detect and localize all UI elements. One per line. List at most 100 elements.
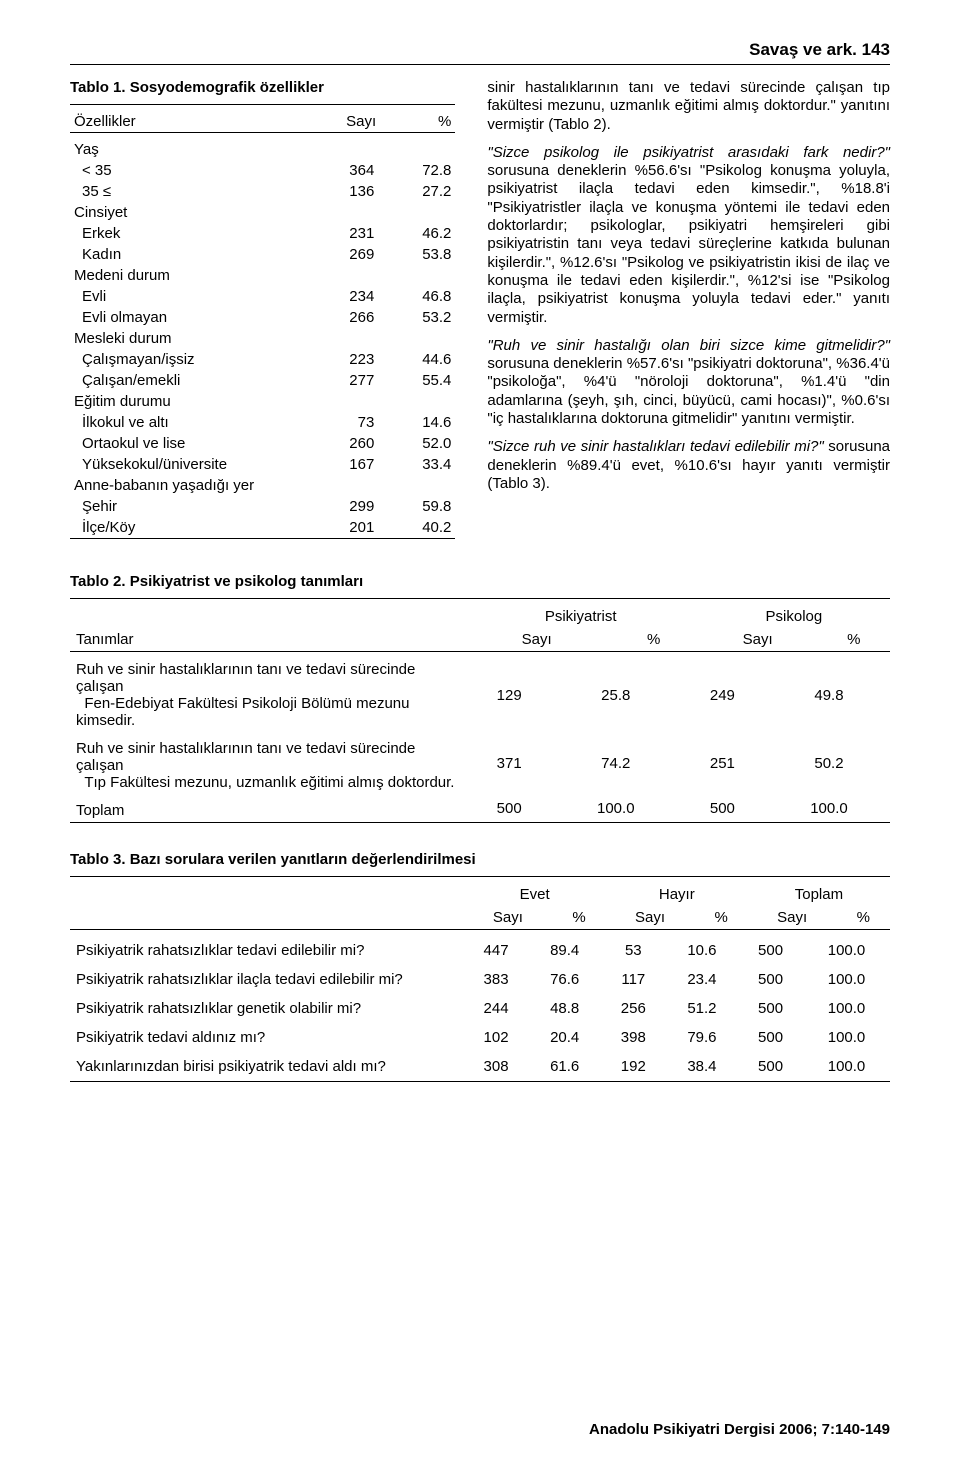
table-row: Ortaokul ve lise26052.0 bbox=[70, 433, 455, 454]
paragraph-4: "Sizce ruh ve sinir hastalıkları tedavi … bbox=[487, 438, 890, 493]
table1-row-label: < 35 bbox=[70, 160, 317, 181]
table2-col-sayi-2: Sayı bbox=[698, 628, 818, 651]
table3-row-value: 100.0 bbox=[803, 1023, 890, 1052]
table3-row-value: 383 bbox=[464, 965, 529, 994]
table1-row-pct: 14.6 bbox=[398, 412, 455, 433]
table1-group-label: Mesleki durum bbox=[70, 328, 455, 349]
table-row: Çalışan/emekli27755.4 bbox=[70, 370, 455, 391]
table-row: Erkek23146.2 bbox=[70, 223, 455, 244]
table3-row-value: 53 bbox=[601, 936, 666, 965]
table-row: İlkokul ve altı7314.6 bbox=[70, 412, 455, 433]
table1-row-sayi: 73 bbox=[317, 412, 398, 433]
table3-rule-mid bbox=[70, 929, 890, 930]
table1-row-sayi: 234 bbox=[317, 286, 398, 307]
table3-row-question: Psikiyatrik rahatsızlıklar ilaçla tedavi… bbox=[70, 965, 464, 994]
table3: Evet Hayır Toplam Sayı % Sayı % Sayı % bbox=[70, 883, 890, 929]
table1-row-sayi: 277 bbox=[317, 370, 398, 391]
table1-row-label: Yüksekokul/üniversite bbox=[70, 454, 317, 475]
table1-group-label: Medeni durum bbox=[70, 265, 455, 286]
table1-row-label: Çalışan/emekli bbox=[70, 370, 317, 391]
table1-row-label: 35 ≤ bbox=[70, 181, 317, 202]
table3-head-evet: Evet bbox=[464, 883, 606, 906]
table3-block: Tablo 3. Bazı sorulara verilen yanıtları… bbox=[70, 851, 890, 1082]
paragraph-3-rest: sorusuna deneklerin %57.6'sı "psikiyatri… bbox=[487, 355, 890, 427]
paragraph-3-question: "Ruh ve sinir hastalığı olan biri sizce … bbox=[487, 337, 890, 354]
table3-col-sayi-2: Sayı bbox=[606, 906, 695, 929]
table1-rule-mid bbox=[70, 132, 455, 133]
paragraph-4-question: "Sizce ruh ve sinir hastalıkları tedavi … bbox=[487, 438, 823, 455]
table-row: < 3536472.8 bbox=[70, 160, 455, 181]
table3-row-value: 23.4 bbox=[666, 965, 738, 994]
table3-row-value: 100.0 bbox=[803, 936, 890, 965]
table2-rule-top bbox=[70, 598, 890, 599]
table1-group-header: Cinsiyet bbox=[70, 202, 455, 223]
table3-row-value: 500 bbox=[738, 994, 803, 1023]
table3-row-question: Yakınlarınızdan birisi psikiyatrik tedav… bbox=[70, 1052, 464, 1081]
table1-row-sayi: 260 bbox=[317, 433, 398, 454]
table1-row-label: Ortaokul ve lise bbox=[70, 433, 317, 454]
two-column-block: Tablo 1. Sosyodemografik özellikler Özel… bbox=[70, 79, 890, 545]
table3-row-value: 192 bbox=[601, 1052, 666, 1081]
table1-row-pct: 52.0 bbox=[398, 433, 455, 454]
table1-body: Yaş< 3536472.835 ≤13627.2CinsiyetErkek23… bbox=[70, 139, 455, 538]
table3-title: Tablo 3. Bazı sorulara verilen yanıtları… bbox=[70, 851, 890, 868]
table1-group-label: Eğitim durumu bbox=[70, 391, 455, 412]
table3-body: Psikiyatrik rahatsızlıklar tedavi edileb… bbox=[70, 936, 890, 1081]
table2-row-value: 249 bbox=[677, 658, 768, 732]
table-row: Evli olmayan26653.2 bbox=[70, 307, 455, 328]
table1-row-label: Çalışmayan/işsiz bbox=[70, 349, 317, 370]
table2-rule-bottom bbox=[70, 822, 890, 823]
table2-title: Tablo 2. Psikiyatrist ve psikolog tanıml… bbox=[70, 573, 890, 590]
table2-row-label: Toplam bbox=[70, 794, 464, 822]
table3-row-value: 500 bbox=[738, 965, 803, 994]
table1-row-sayi: 266 bbox=[317, 307, 398, 328]
table3-row-value: 100.0 bbox=[803, 1052, 890, 1081]
table1-header-row: Özellikler Sayı % bbox=[70, 111, 455, 132]
table3-col-pct-1: % bbox=[552, 906, 605, 929]
table2-rule-mid bbox=[70, 651, 890, 652]
table-row: Psikiyatrik rahatsızlıklar ilaçla tedavi… bbox=[70, 965, 890, 994]
table3-row-question: Psikiyatrik rahatsızlıklar tedavi edileb… bbox=[70, 936, 464, 965]
table3-col-pct-2: % bbox=[694, 906, 747, 929]
table1-row-pct: 72.8 bbox=[398, 160, 455, 181]
table1-group-header: Mesleki durum bbox=[70, 328, 455, 349]
table1-row-sayi: 364 bbox=[317, 160, 398, 181]
table2-row-value: 25.8 bbox=[555, 658, 677, 732]
table1-row-sayi: 167 bbox=[317, 454, 398, 475]
table3-row-value: 61.6 bbox=[529, 1052, 601, 1081]
table-row: Ruh ve sinir hastalıklarının tanı ve ted… bbox=[70, 658, 890, 732]
table2-row-value: 129 bbox=[464, 658, 555, 732]
table1-row-pct: 46.8 bbox=[398, 286, 455, 307]
table3-rule-top bbox=[70, 876, 890, 877]
table-row: Çalışmayan/işsiz22344.6 bbox=[70, 349, 455, 370]
table-row: Toplam500100.0500100.0 bbox=[70, 794, 890, 822]
table1-group-label: Anne-babanın yaşadığı yer bbox=[70, 475, 455, 496]
page: Savaş ve ark. 143 Tablo 1. Sosyodemograf… bbox=[0, 0, 960, 1468]
table3-row-value: 500 bbox=[738, 1052, 803, 1081]
table3-row-value: 38.4 bbox=[666, 1052, 738, 1081]
paragraph-3: "Ruh ve sinir hastalığı olan biri sizce … bbox=[487, 337, 890, 428]
table3-col-sayi-1: Sayı bbox=[464, 906, 553, 929]
table3-row-question: Psikiyatrik tedavi aldınız mı? bbox=[70, 1023, 464, 1052]
table1-block: Tablo 1. Sosyodemografik özellikler Özel… bbox=[70, 79, 455, 545]
table2-col-pct-1: % bbox=[610, 628, 698, 651]
table3-row-value: 48.8 bbox=[529, 994, 601, 1023]
table2-row-value: 74.2 bbox=[555, 732, 677, 794]
table1-row-label: Kadın bbox=[70, 244, 317, 265]
table-row: Evli23446.8 bbox=[70, 286, 455, 307]
table3-row-value: 500 bbox=[738, 936, 803, 965]
table1-row-pct: 59.8 bbox=[398, 496, 455, 517]
table-row: İlçe/Köy20140.2 bbox=[70, 517, 455, 538]
paragraph-2: "Sizce psikolog ile psikiyatrist arasıda… bbox=[487, 144, 890, 327]
table1-row-pct: 53.2 bbox=[398, 307, 455, 328]
table3-row-value: 79.6 bbox=[666, 1023, 738, 1052]
page-footer: Anadolu Psikiyatri Dergisi 2006; 7:140-1… bbox=[589, 1421, 890, 1438]
body-text-block: sinir hastalıklarının tanı ve tedavi sür… bbox=[487, 79, 890, 545]
table1-group-header: Medeni durum bbox=[70, 265, 455, 286]
table1-row-pct: 27.2 bbox=[398, 181, 455, 202]
table3-head-toplam: Toplam bbox=[748, 883, 890, 906]
table1-group-label: Cinsiyet bbox=[70, 202, 455, 223]
table-row: Yakınlarınızdan birisi psikiyatrik tedav… bbox=[70, 1052, 890, 1081]
table2: Psikiyatrist Psikolog Tanımlar Sayı % Sa… bbox=[70, 605, 890, 651]
table3-head-hayir: Hayır bbox=[606, 883, 748, 906]
